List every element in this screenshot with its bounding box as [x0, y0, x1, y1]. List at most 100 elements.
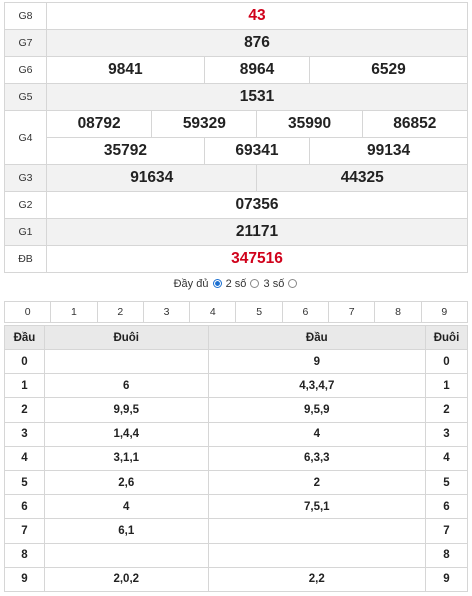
digit-filter-1[interactable]: 1	[51, 302, 98, 322]
prize-row-g7: G7 876	[4, 29, 468, 57]
view-three-label[interactable]: 3 số	[263, 278, 285, 290]
tail-values: 4	[43, 494, 209, 520]
prize-number: 35990	[256, 110, 363, 138]
tail-digit: 6	[425, 494, 468, 520]
tail-digit: 9	[425, 566, 468, 592]
tail-values: 2,0,2	[43, 566, 209, 592]
tail-values: 1,4,4	[43, 421, 209, 447]
loto-row: 2 9,9,5 9,5,9 2	[4, 397, 468, 423]
radio-full[interactable]	[288, 279, 298, 288]
prize-label: G2	[4, 191, 47, 219]
head-values	[207, 542, 427, 568]
loto-row: 9 2,0,2 2,2 9	[4, 566, 468, 592]
prize-label: G1	[4, 218, 47, 246]
radio-3-digits[interactable]	[250, 279, 260, 288]
prize-row-g4: G4 08792 59329 35990 86852	[4, 110, 469, 165]
prize-number: 9841	[46, 56, 205, 84]
prize-number: 1531	[46, 83, 468, 111]
prize-row-g2: G2 07356	[4, 191, 468, 219]
prize-label: G8	[4, 2, 47, 30]
head-digit: 3	[4, 421, 45, 447]
head-digit: 6	[4, 494, 45, 520]
loto-row: 4 3,1,1 6,3,3 4	[4, 445, 468, 471]
prize-number: 59329	[151, 110, 258, 138]
loto-header-row: Đầu Đuôi Đầu Đuôi	[4, 325, 468, 350]
tail-digit: 0	[425, 348, 468, 375]
view-mode-selector: Đầy đủ 2 số 3 số	[0, 278, 472, 290]
prize-row-g6: G6 9841 8964 6529	[4, 56, 468, 84]
prize-number: 44325	[256, 164, 468, 192]
tail-digit: 7	[425, 518, 468, 544]
digit-filter-8[interactable]: 8	[375, 302, 422, 322]
tail-digit: 2	[425, 397, 468, 423]
tail-values: 6	[43, 373, 209, 399]
prize-number: 6529	[309, 56, 468, 84]
tail-values	[43, 542, 209, 568]
prize-row-g1: G1 21171	[4, 218, 468, 246]
column-header-duoi: Đuôi	[425, 325, 468, 350]
radio-2-digits[interactable]	[212, 279, 222, 288]
head-values: 4,3,4,7	[207, 373, 427, 399]
loto-row: 8 8	[4, 542, 468, 568]
head-digit: 2	[4, 397, 45, 423]
digit-filter-0[interactable]: 0	[5, 302, 52, 322]
prize-number: 21171	[46, 218, 468, 246]
loto-row: 7 6,1 7	[4, 518, 468, 544]
head-values: 4	[207, 421, 427, 447]
tail-values: 6,1	[43, 518, 209, 544]
head-values	[207, 518, 427, 544]
view-two-label[interactable]: 2 số	[225, 278, 247, 290]
column-header-duoi: Đuôi	[43, 325, 209, 350]
column-header-dau: Đầu	[4, 325, 45, 350]
loto-row: 3 1,4,4 4 3	[4, 421, 468, 447]
tail-digit: 3	[425, 421, 468, 447]
head-digit: 1	[4, 373, 45, 399]
head-values: 2	[207, 469, 427, 496]
digit-filter-7[interactable]: 7	[329, 302, 376, 322]
digit-filter-9[interactable]: 9	[441, 306, 448, 318]
digit-filter-4[interactable]: 4	[190, 302, 237, 322]
prize-row-g4-2: 35792 69341 99134	[5, 137, 468, 165]
digit-filter-3[interactable]: 3	[144, 302, 191, 322]
prize-label: G4	[4, 110, 47, 165]
digit-filter-bar: 0 1 2 3 4 5 6 7 8 9	[4, 301, 468, 323]
prize-row-g5: G5 1531	[4, 83, 468, 111]
digit-filter-2[interactable]: 2	[98, 302, 144, 322]
prize-label: G5	[4, 83, 47, 111]
tail-digit: 5	[425, 469, 468, 496]
tail-digit: 4	[425, 445, 468, 471]
view-full-label[interactable]: Đầy đủ	[173, 278, 209, 290]
loto-row: 6 4 7,5,1 6	[4, 494, 468, 520]
head-digit: 9	[4, 566, 45, 592]
head-values: 7,5,1	[207, 494, 427, 520]
head-digit: 5	[4, 469, 45, 496]
results-table: G8 43 G7 876 G6 9841 8964 6529 G5 1531 G…	[4, 2, 469, 273]
loto-row: 0 9 0	[4, 348, 468, 375]
tail-values: 3,1,1	[43, 445, 209, 471]
head-digit: 0	[4, 348, 45, 375]
head-digit: 8	[4, 542, 45, 568]
head-values: 2,2	[207, 566, 427, 592]
special-prize-number: 347516	[46, 245, 468, 273]
prize-label: ĐB	[4, 245, 47, 273]
column-header-dau: Đầu	[207, 325, 427, 350]
tail-digit: 8	[425, 542, 468, 568]
loto-row: 5 2,6 2 5	[4, 469, 468, 496]
digit-filter-5[interactable]: 5	[236, 302, 283, 322]
prize-number: 86852	[361, 110, 469, 138]
prize-number: 8964	[203, 56, 311, 84]
prize-label: G6	[4, 56, 47, 84]
tail-values: 2,6	[43, 469, 209, 496]
prize-number: 43	[46, 2, 468, 30]
prize-number: 876	[46, 29, 468, 57]
prize-number: 35792	[46, 137, 205, 165]
head-digit: 7	[4, 518, 45, 544]
prize-row-g3: G3 91634 44325	[4, 164, 468, 192]
prize-label: G7	[4, 29, 47, 57]
prize-row-special: ĐB 347516	[4, 245, 468, 273]
prize-row-g8: G8 43	[4, 2, 468, 30]
prize-number: 07356	[46, 191, 468, 219]
digit-filter-6[interactable]: 6	[283, 302, 330, 322]
tail-values: 9,9,5	[43, 397, 209, 423]
head-values: 6,3,3	[207, 445, 427, 471]
